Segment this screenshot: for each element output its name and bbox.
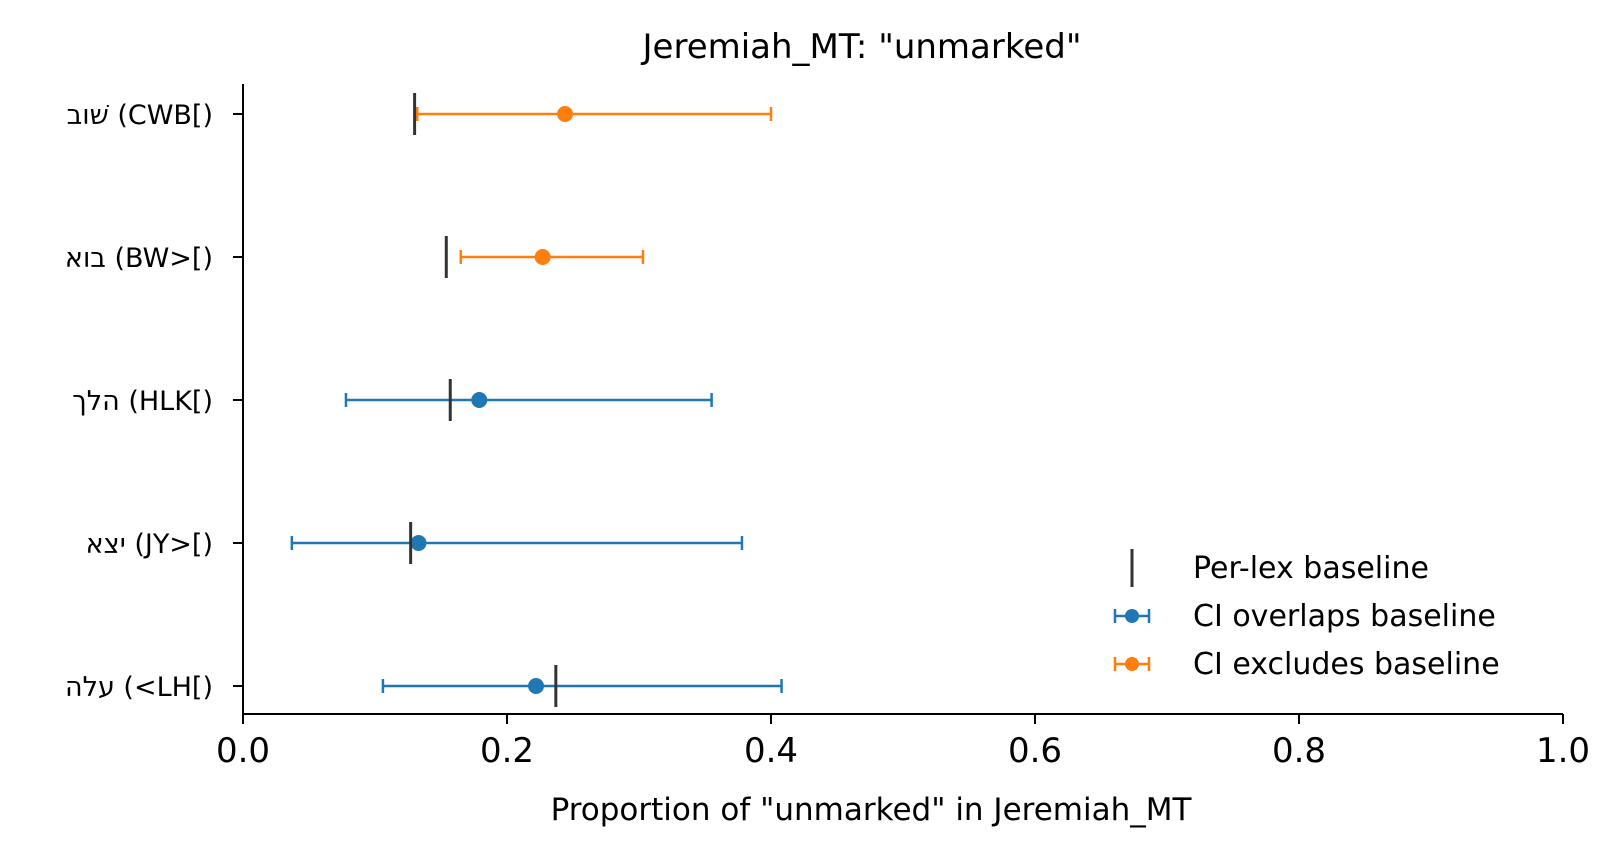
- y-tick-label: בוא (BW>[): [65, 243, 213, 274]
- axes: 0.0 0.2 0.4 0.6 0.8 1.0 שׁוב (CWB[) בוא (BW>[) ה…: [65, 84, 1590, 771]
- point-marker: [471, 392, 488, 408]
- point-marker: [557, 106, 574, 122]
- x-tick-label: 1.0: [1536, 731, 1590, 771]
- legend-marker: [1125, 657, 1139, 671]
- point-marker: [528, 678, 545, 694]
- x-axis-label: Proportion of "unmarked" in Jeremiah_MT: [551, 792, 1193, 828]
- x-tick-label: 0.0: [216, 731, 270, 771]
- errorbar-group: [381, 665, 783, 707]
- legend-label: CI overlaps baseline: [1193, 599, 1496, 634]
- y-tick-label: שׁוב (CWB[): [67, 100, 213, 131]
- x-tick-label: 0.2: [480, 731, 534, 771]
- errorbar-group: [290, 522, 744, 564]
- y-tick-label: יצא (JY>[): [86, 529, 213, 560]
- legend-item: Per-lex baseline: [1130, 549, 1429, 587]
- legend-label: Per-lex baseline: [1193, 551, 1429, 586]
- legend-label: CI excludes baseline: [1193, 647, 1500, 682]
- plot-marks: [290, 93, 783, 707]
- x-tick-label: 0.4: [744, 731, 798, 771]
- chart-title: Jeremiah_MT: "unmarked": [641, 27, 1082, 67]
- errorbar-group: [413, 93, 773, 135]
- x-tick-label: 0.8: [1272, 731, 1326, 771]
- y-tick-label: עלה (<LH[): [65, 672, 213, 703]
- point-marker: [410, 535, 427, 551]
- x-tick-label: 0.6: [1008, 731, 1062, 771]
- y-tick-label: הלך (HLK[): [72, 386, 213, 417]
- legend-item: CI excludes baseline: [1113, 647, 1500, 682]
- errorbar-group: [444, 236, 645, 278]
- errorbar-group: [344, 379, 713, 421]
- legend: Per-lex baseline CI overlaps baseline CI e…: [1113, 549, 1500, 682]
- point-marker: [534, 249, 551, 265]
- legend-item: CI overlaps baseline: [1113, 599, 1496, 634]
- legend-marker: [1125, 609, 1139, 623]
